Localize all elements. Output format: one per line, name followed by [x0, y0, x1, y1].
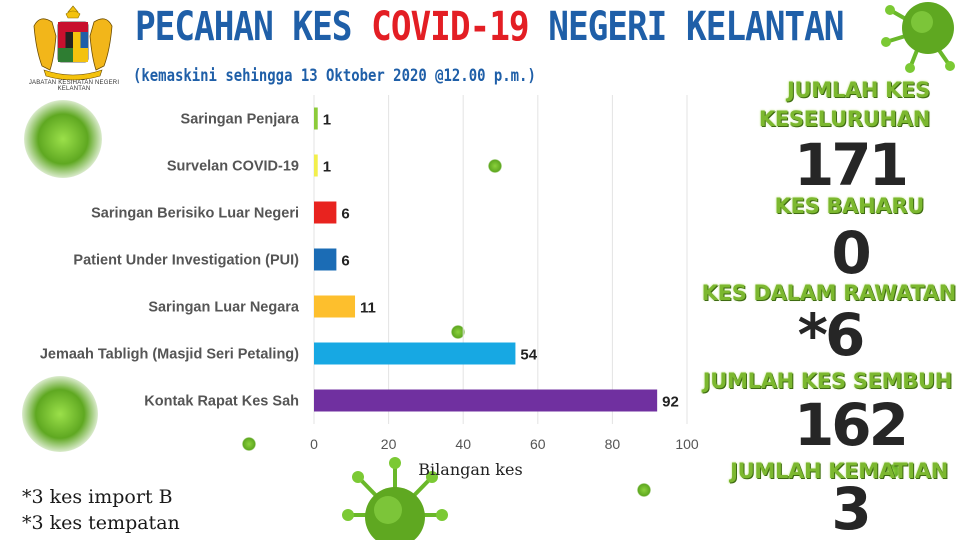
deaths-value: 3 — [831, 475, 871, 540]
total-cases-value: 171 — [793, 131, 909, 199]
title-part-1: PECAHAN KES — [135, 4, 372, 50]
case-breakdown-bar-chart: 0 20 40 60 80 100 Bilangan kes Saringan Penjara… — [40, 95, 699, 479]
bar — [314, 295, 356, 318]
footnote-local: *3 kes tempatan — [22, 512, 180, 534]
bar — [314, 154, 318, 177]
deaths-label: JUMLAH KEMATIAN — [730, 459, 948, 483]
bar — [314, 248, 337, 271]
category-label: Jemaah Tabligh (Masjid Seri Petaling) — [40, 347, 299, 363]
data-label: 1 — [323, 159, 331, 176]
bar — [314, 342, 516, 365]
virus-decoration-icon — [22, 376, 98, 452]
total-cases-label-line2: KESELURUHAN — [758, 107, 930, 131]
active-cases-value: *6 — [797, 301, 866, 369]
x-tick-label: 40 — [455, 436, 471, 452]
data-label: 6 — [341, 206, 349, 223]
virus-decoration-icon — [488, 159, 502, 173]
page-title: PECAHAN KES COVID-19 NEGERI KELANTAN — [135, 4, 844, 50]
page-subtitle: (kemaskini sehingga 13 Oktober 2020 @12.… — [133, 66, 536, 86]
virus-decoration-icon — [886, 464, 900, 478]
virus-decoration-icon — [881, 2, 955, 73]
virus-decoration-icon — [242, 437, 256, 451]
title-part-2: NEGERI KELANTAN — [528, 4, 844, 50]
category-label: Saringan Berisiko Luar Negeri — [91, 206, 299, 222]
category-label: Survelan COVID-19 — [167, 159, 299, 175]
bar — [314, 389, 658, 412]
bar — [314, 107, 318, 130]
data-label: 1 — [323, 112, 331, 129]
x-tick-label: 100 — [675, 436, 699, 452]
virus-decoration-icon — [637, 483, 651, 497]
x-tick-label: 80 — [605, 436, 621, 452]
active-cases-label: KES DALAM RAWATAN — [701, 281, 957, 305]
category-label: Patient Under Investigation (PUI) — [73, 253, 299, 269]
data-label: 54 — [520, 347, 537, 364]
recovered-label: JUMLAH KES SEMBUH — [702, 369, 953, 393]
coat-of-arms-logo — [33, 5, 113, 81]
virus-decoration-icon — [342, 457, 448, 540]
new-cases-value: 0 — [831, 219, 871, 287]
virus-decoration-icon — [24, 100, 102, 178]
data-label: 6 — [341, 253, 349, 270]
data-label: 92 — [662, 394, 679, 411]
footnote-import: *3 kes import B — [22, 486, 173, 508]
virus-decoration-icon — [451, 325, 465, 339]
bar — [314, 201, 337, 224]
category-label: Saringan Luar Negara — [148, 300, 300, 316]
title-highlight: COVID-19 — [371, 4, 529, 50]
recovered-value: 162 — [793, 391, 909, 459]
logo-caption: JABATAN KESIHATAN NEGERI KELANTAN — [28, 80, 120, 92]
x-tick-label: 60 — [530, 436, 546, 452]
x-tick-label: 0 — [310, 436, 318, 452]
data-label: 11 — [360, 300, 376, 317]
category-label: Saringan Penjara — [181, 112, 300, 128]
category-label: Kontak Rapat Kes Sah — [144, 394, 299, 410]
x-tick-label: 20 — [381, 436, 397, 452]
new-cases-label: KES BAHARU — [774, 194, 925, 218]
total-cases-label-line1: JUMLAH KES — [786, 78, 930, 102]
x-axis-label: Bilangan kes — [418, 460, 522, 479]
